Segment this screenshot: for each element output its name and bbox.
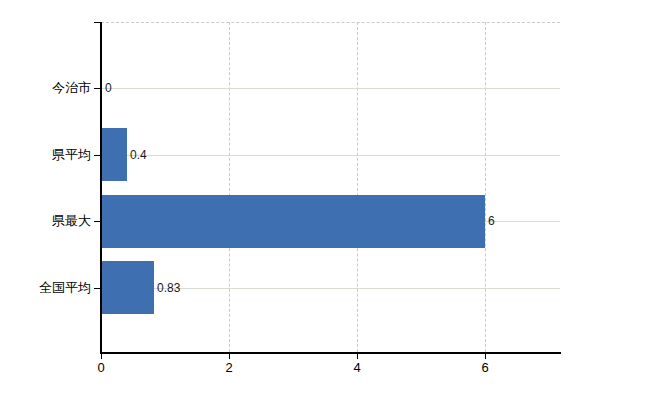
h-gridline (102, 88, 560, 89)
bar (102, 195, 485, 248)
bar-chart: 0 2 4 6 今治市 0 県平均 0.4 県最大 6 全国平均 0.83 (0, 0, 650, 400)
category-label: 県平均 (0, 148, 91, 162)
v-gridline (229, 22, 230, 352)
value-label: 0 (105, 81, 112, 95)
value-label: 0.83 (157, 281, 180, 295)
plot-top-border (101, 22, 560, 23)
x-axis-tick (357, 354, 358, 359)
x-tick-label: 6 (465, 361, 505, 375)
bar (102, 128, 127, 181)
category-label: 全国平均 (0, 281, 91, 295)
x-axis-line (100, 352, 561, 354)
value-label: 6 (488, 214, 495, 228)
x-tick-label: 4 (337, 361, 377, 375)
h-gridline (102, 155, 560, 156)
y-axis-line (100, 22, 102, 354)
x-axis-tick (101, 354, 102, 359)
category-label: 今治市 (0, 81, 91, 95)
v-gridline (357, 22, 358, 352)
value-label: 0.4 (130, 148, 147, 162)
x-axis-tick (229, 354, 230, 359)
y-axis-end-tick (94, 22, 100, 23)
category-label: 県最大 (0, 214, 91, 228)
bar (102, 261, 154, 314)
x-tick-label: 0 (81, 361, 121, 375)
v-gridline (485, 22, 486, 352)
x-tick-label: 2 (209, 361, 249, 375)
x-axis-tick (485, 354, 486, 359)
